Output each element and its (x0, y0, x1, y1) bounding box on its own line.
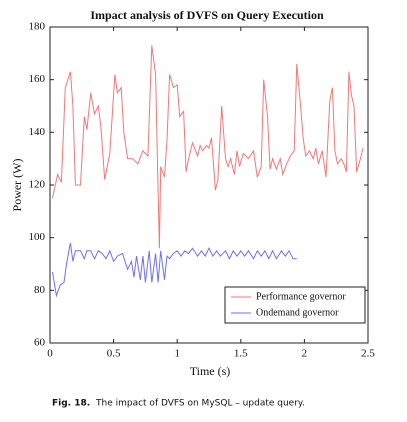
y-tick-label: 120 (29, 179, 46, 191)
x-tick-label: 1 (174, 348, 180, 360)
legend-label: Performance governor (256, 291, 346, 302)
x-tick-label: 2 (302, 348, 308, 360)
x-tick-label: 1.5 (234, 348, 248, 360)
y-tick-label: 180 (29, 21, 46, 33)
caption-label: Fig. 18. (52, 399, 90, 409)
y-tick-label: 80 (34, 284, 46, 296)
legend-label: Ondemand governor (256, 307, 339, 318)
series-line (52, 242, 297, 298)
x-tick-label: 0 (47, 348, 53, 360)
y-tick-label: 160 (29, 73, 46, 85)
y-axis-label: Power (W) (10, 159, 24, 212)
x-axis-label: Time (s) (190, 364, 231, 378)
legend-box (224, 286, 366, 324)
y-tick-label: 140 (29, 126, 46, 138)
series-line (52, 45, 364, 249)
chart-title: Impact analysis of DVFS on Query Executi… (90, 8, 324, 22)
y-tick-label: 60 (34, 337, 46, 349)
x-tick-label: 0.5 (107, 348, 121, 360)
x-tick-label: 2.5 (361, 348, 375, 360)
y-tick-label: 100 (29, 231, 46, 243)
caption-text: The impact of DVFS on MySQL – update que… (95, 399, 305, 409)
